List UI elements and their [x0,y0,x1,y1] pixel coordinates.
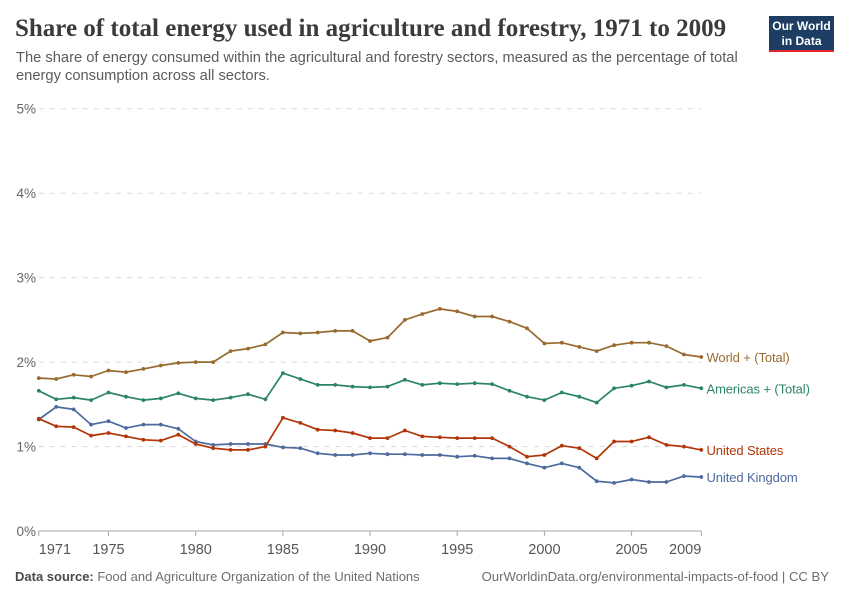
svg-text:United Kingdom: United Kingdom [707,470,798,485]
svg-text:1975: 1975 [92,542,124,558]
svg-text:0%: 0% [16,524,36,539]
svg-text:2005: 2005 [615,542,647,558]
svg-text:United States: United States [707,443,784,458]
svg-text:1%: 1% [16,439,36,454]
svg-text:2%: 2% [16,355,36,370]
svg-text:2009: 2009 [669,542,701,558]
svg-text:2000: 2000 [528,542,560,558]
svg-text:Americas + (Total): Americas + (Total) [707,381,810,396]
svg-text:1980: 1980 [180,542,212,558]
svg-text:1985: 1985 [267,542,299,558]
svg-text:4%: 4% [16,186,36,201]
svg-text:1990: 1990 [354,542,386,558]
svg-text:3%: 3% [16,270,36,285]
svg-text:1995: 1995 [441,542,473,558]
svg-text:World + (Total): World + (Total) [707,350,790,365]
svg-text:5%: 5% [16,102,36,117]
svg-text:1971: 1971 [39,542,71,558]
